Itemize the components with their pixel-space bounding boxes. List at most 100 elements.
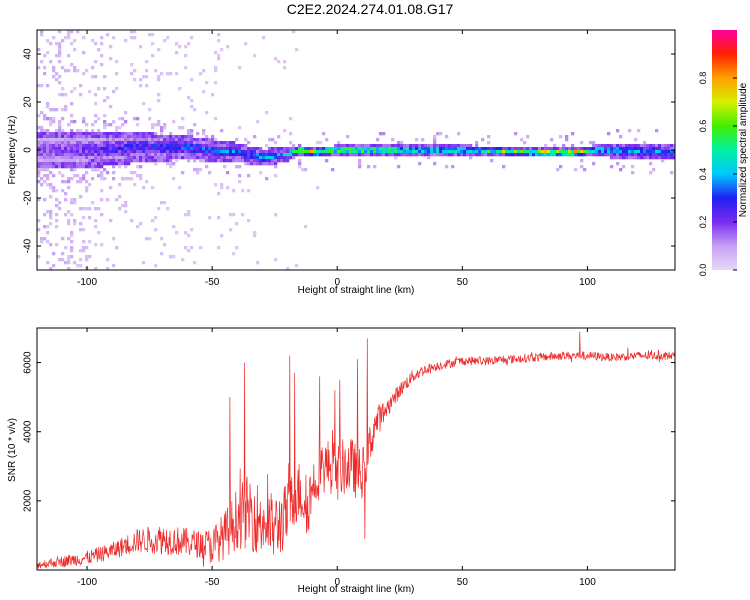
heatmap-cell <box>67 135 71 139</box>
heatmap-cell <box>190 150 194 154</box>
heatmap-cell <box>154 69 158 73</box>
heatmap-cell <box>427 156 431 160</box>
heatmap-cell <box>115 159 119 163</box>
heatmap-cell <box>55 141 59 145</box>
heatmap-cell <box>133 36 137 40</box>
heatmap-cell <box>220 129 224 133</box>
heatmap-cell <box>373 150 377 154</box>
heatmap-cell <box>178 186 182 190</box>
heatmap-cell <box>400 153 404 157</box>
heatmap-cell <box>232 189 236 193</box>
heatmap-cell <box>52 252 56 256</box>
heatmap-cell <box>85 186 89 190</box>
heatmap-cell <box>169 153 173 157</box>
heatmap-cell <box>124 201 128 205</box>
heatmap-cell <box>505 153 509 157</box>
heatmap-cell <box>544 153 548 157</box>
heatmap-cell <box>394 144 398 148</box>
heatmap-cell <box>91 150 95 154</box>
heatmap-cell <box>37 126 41 130</box>
heatmap-cell <box>61 132 65 136</box>
heatmap-cell <box>115 87 119 91</box>
heatmap-cell <box>70 168 74 172</box>
heatmap-cell <box>124 204 128 208</box>
heatmap-cell <box>673 156 675 160</box>
heatmap-cell <box>64 156 68 160</box>
heatmap-cell <box>145 144 149 148</box>
heatmap-cell <box>427 150 431 154</box>
heatmap-cell <box>424 147 428 151</box>
heatmap-cell <box>181 258 185 262</box>
heatmap-cell <box>139 177 143 181</box>
heatmap-cell <box>289 117 293 121</box>
heatmap-cell <box>85 165 89 169</box>
heatmap-cell <box>52 264 56 268</box>
heatmap-cell <box>154 123 158 127</box>
heatmap-cell <box>145 75 149 79</box>
heatmap-cell <box>643 150 647 154</box>
heatmap-cell <box>670 153 674 157</box>
heatmap-cell <box>217 144 221 148</box>
heatmap-cell <box>550 147 554 151</box>
heatmap-cell <box>79 138 83 142</box>
heatmap-cell <box>628 150 632 154</box>
heatmap-cell <box>274 165 278 169</box>
heatmap-cell <box>118 153 122 157</box>
heatmap-cell <box>145 159 149 163</box>
heatmap-cell <box>109 156 113 160</box>
heatmap-cell <box>49 144 53 148</box>
heatmap-cell <box>184 138 188 142</box>
heatmap-cell <box>202 129 206 133</box>
heatmap-cell <box>415 138 419 142</box>
heatmap-cell <box>139 174 143 178</box>
heatmap-cell <box>253 159 257 163</box>
heatmap-cell <box>553 144 557 148</box>
heatmap-cell <box>373 144 377 148</box>
heatmap-cell <box>619 147 623 151</box>
heatmap-cell <box>430 144 434 148</box>
heatmap-cell <box>370 147 374 151</box>
heatmap-cell <box>250 162 254 166</box>
heatmap-cell <box>112 177 116 181</box>
heatmap-cell <box>67 186 71 190</box>
heatmap-cell <box>325 138 329 142</box>
heatmap-cell <box>70 240 74 244</box>
heatmap-cell <box>112 147 116 151</box>
heatmap-cell <box>97 231 101 235</box>
heatmap-cell <box>196 141 200 145</box>
heatmap-cell <box>604 147 608 151</box>
heatmap-cell <box>64 246 68 250</box>
heatmap-cell <box>70 234 74 238</box>
heatmap-cell <box>421 138 425 142</box>
heatmap-cell <box>67 159 71 163</box>
heatmap-cell <box>178 126 182 130</box>
heatmap-cell <box>130 138 134 142</box>
heatmap-cell <box>106 132 110 136</box>
heatmap-cell <box>664 156 668 160</box>
heatmap-cell <box>61 147 65 151</box>
heatmap-cell <box>433 150 437 154</box>
heatmap-cell <box>643 156 647 160</box>
heatmap-cell <box>154 228 158 232</box>
heatmap-cell <box>76 153 80 157</box>
heatmap-cell <box>202 159 206 163</box>
heatmap-cell <box>172 150 176 154</box>
heatmap-cell <box>79 144 83 148</box>
heatmap-cell <box>238 144 242 148</box>
heatmap-cell <box>139 165 143 169</box>
heatmap-cell <box>670 150 674 154</box>
heatmap-cell <box>148 108 152 112</box>
heatmap-cell <box>499 153 503 157</box>
heatmap-cell <box>184 54 188 58</box>
heatmap-cell <box>115 147 119 151</box>
heatmap-cell <box>247 147 251 151</box>
heatmap-cell <box>496 147 500 151</box>
heatmap-cell <box>661 156 665 160</box>
heatmap-cell <box>46 135 50 139</box>
heatmap-cell <box>253 231 257 235</box>
heatmap-cell <box>274 159 278 163</box>
heatmap-cell <box>178 153 182 157</box>
heatmap-cell <box>145 147 149 151</box>
heatmap-cell <box>613 153 617 157</box>
